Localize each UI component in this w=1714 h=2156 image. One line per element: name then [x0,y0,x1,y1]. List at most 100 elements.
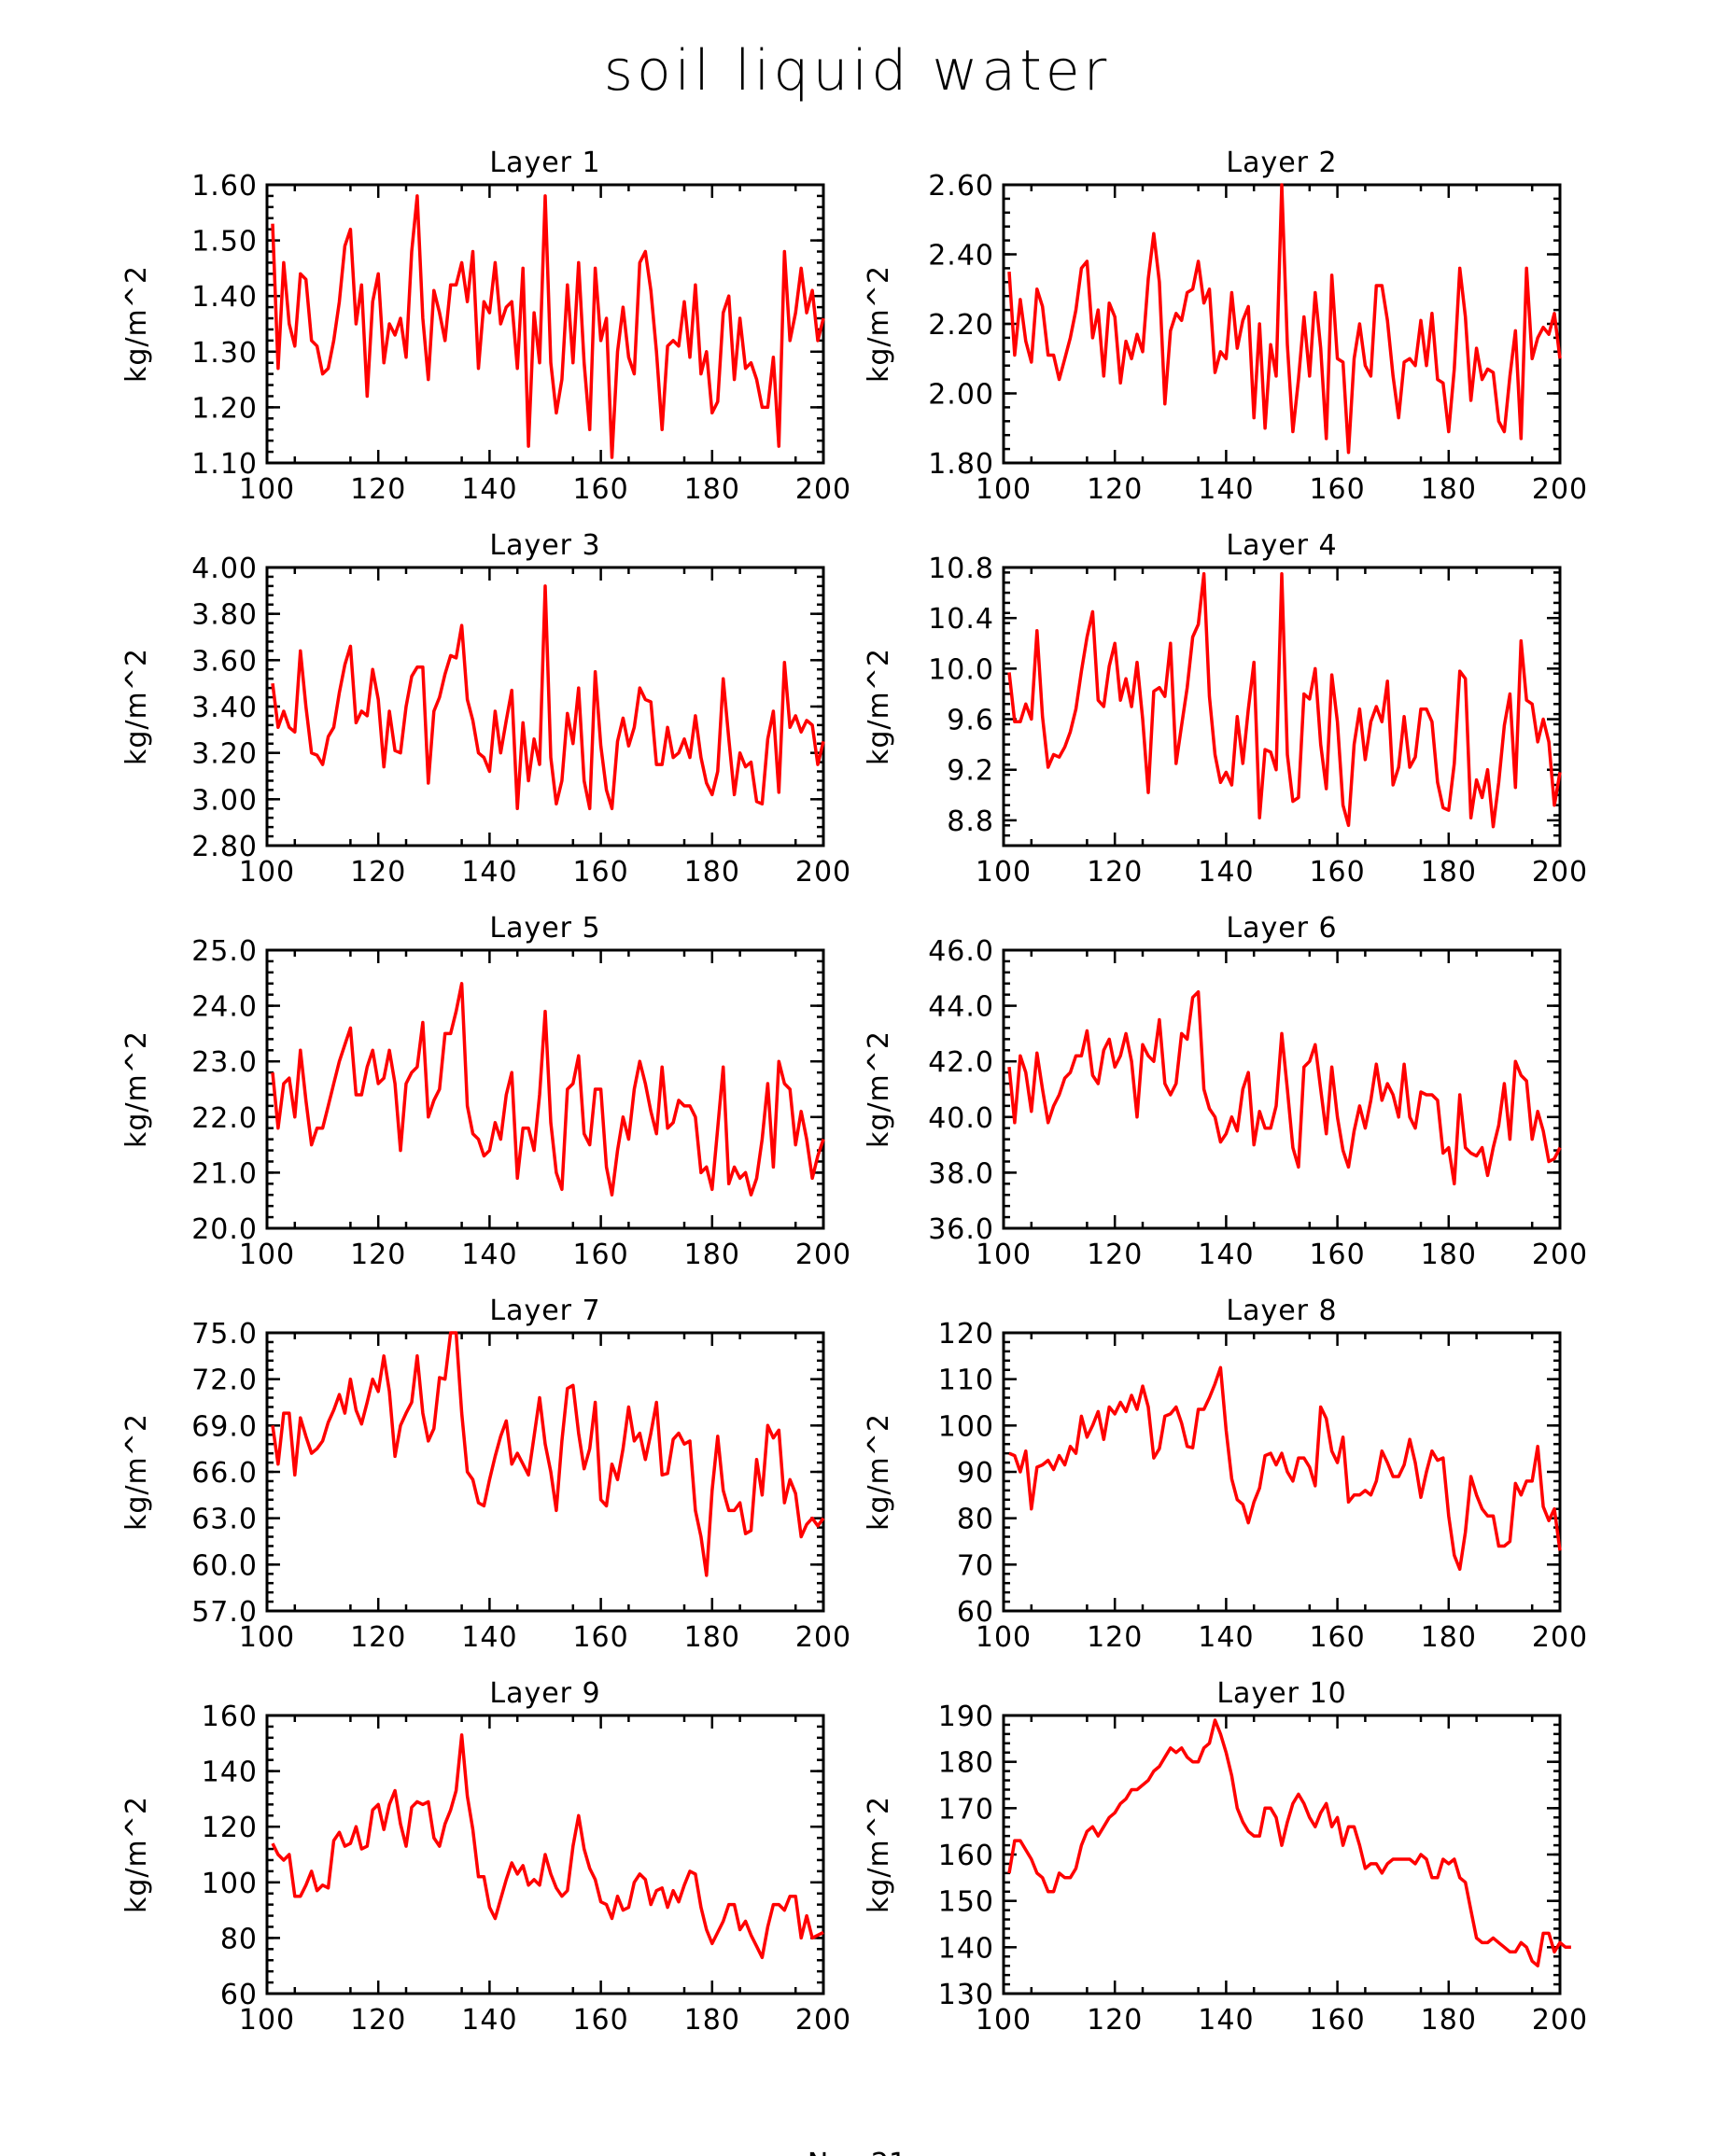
y-tick-label: 3.80 [191,599,258,632]
series-line [271,584,825,811]
x-tick-label: 100 [239,473,295,506]
y-tick-label: 8.8 [947,805,994,838]
y-tick-label: 110 [938,1365,994,1397]
x-tick-label: 120 [1087,473,1143,506]
y-tick-label: 1.30 [191,337,258,370]
x-tick-label: 200 [1532,1239,1588,1271]
x-tick-label: 100 [976,2004,1032,2037]
y-tick-label: 140 [938,1932,994,1965]
panel-layer-2: Layer 2 100 120 140 160 180 200 1.80 2.00 2.20 2.4… [863,147,1587,506]
y-tick-label: 4.00 [191,553,258,585]
y-tick-label: 190 [938,1701,994,1733]
x-tick-label: 180 [684,2004,740,2037]
panel-title: Layer 7 [489,1295,600,1327]
x-tick-label: 160 [572,856,628,889]
y-tick-label: 9.2 [947,755,994,788]
y-tick-label: 80 [957,1504,994,1536]
x-tick-label: 200 [795,2004,851,2037]
y-tick-label: 75.0 [191,1318,258,1351]
plot-frame [265,1714,825,1995]
x-tick-label: 100 [976,856,1032,889]
panel-title: Layer 10 [1216,1677,1346,1710]
x-tick-label: 100 [976,1621,1032,1654]
y-tick-label: 10.0 [928,653,994,686]
series-line [1008,1365,1562,1572]
x-tick-label: 180 [1421,1239,1477,1271]
panel-layer-3: Layer 3 100 120 140 160 180 200 2.80 3.00 3.20 3.4… [120,529,850,889]
y-tick-label: 1.80 [928,448,994,481]
x-tick-label: 120 [1087,1621,1143,1654]
y-tick-label: 69.0 [191,1410,258,1443]
x-tick-label: 120 [350,473,406,506]
y-tick-label: 57.0 [191,1596,258,1629]
x-tick-label: 160 [1309,856,1365,889]
y-tick-label: 130 [938,1979,994,2011]
y-tick-label: 60 [220,1979,258,2011]
y-tick-label: 3.40 [191,692,258,724]
x-tick-label: 160 [572,473,628,506]
x-tick-label: 140 [1198,2004,1254,2037]
y-tick-label: 3.20 [191,738,258,771]
y-tick-label: 2.80 [191,831,258,863]
y-tick-label: 160 [938,1840,994,1872]
panel-layer-1: Layer 1 100 120 140 160 180 200 1.10 1.20 1.30 1.4… [120,147,850,506]
x-tick-label: 180 [1421,2004,1477,2037]
plot-frame [265,1331,825,1613]
y-tick-label: 42.0 [928,1046,994,1079]
y-tick-label: 20.0 [191,1213,258,1246]
x-tick-label: 140 [1198,1239,1254,1271]
y-tick-label: 21.0 [191,1157,258,1190]
x-tick-label: 100 [976,473,1032,506]
x-tick-label: 160 [1309,1621,1365,1654]
y-tick-label: 46.0 [928,935,994,968]
figure-title: soil liquid water [604,38,1111,104]
x-tick-label: 120 [350,1239,406,1271]
y-tick-label: 60.0 [191,1549,258,1582]
panel-title: Layer 1 [489,147,600,179]
y-tick-label: 44.0 [928,991,994,1024]
y-tick-label: 9.6 [947,705,994,737]
y-tick-label: 2.20 [928,309,994,342]
series-line [1007,989,1562,1186]
panel-title: Layer 2 [1226,147,1337,179]
y-tick-label: 1.60 [191,170,258,203]
y-tick-label: 160 [202,1701,258,1733]
y-tick-label: 1.10 [191,448,258,481]
y-tick-label: 25.0 [191,935,258,968]
y-tick-label: 24.0 [191,991,258,1024]
panel-layer-5: Layer 5 100 120 140 160 180 200 20.0 21.0 22.0 23.… [120,912,850,1271]
y-tick-label: 38.0 [928,1157,994,1190]
panel-title: Layer 8 [1226,1295,1337,1327]
y-tick-label: 100 [938,1410,994,1443]
x-tick-label: 100 [976,1239,1032,1271]
series-line [1007,183,1562,455]
x-tick-label: 160 [572,1621,628,1654]
y-axis-label: kg/m^2 [863,265,895,383]
panel-title: Layer 6 [1226,912,1337,945]
x-tick-label: 160 [1309,2004,1365,2037]
x-tick-label: 160 [1309,473,1365,506]
x-tick-label: 160 [1309,1239,1365,1271]
plot-frame [1002,1331,1562,1613]
y-tick-label: 80 [220,1923,258,1955]
x-tick-label: 120 [1087,2004,1143,2037]
x-tick-label: 140 [1198,1621,1254,1654]
y-axis-label: kg/m^2 [120,1030,153,1148]
y-tick-label: 1.40 [191,281,258,314]
series-line [271,1733,824,1960]
x-tick-label: 200 [1532,1621,1588,1654]
x-tick-label: 100 [239,1621,295,1654]
y-tick-label: 36.0 [928,1213,994,1246]
panel-title: Layer 4 [1226,529,1337,562]
y-tick-label: 140 [202,1757,258,1789]
y-axis-label: kg/m^2 [863,1413,895,1531]
x-tick-label: 140 [461,2004,517,2037]
y-axis-label: kg/m^2 [863,1796,895,1913]
y-axis-label: kg/m^2 [120,1796,153,1913]
panel-title: Layer 9 [489,1677,600,1710]
x-tick-label: 120 [350,2004,406,2037]
x-tick-label: 140 [1198,473,1254,506]
y-axis-label: kg/m^2 [120,648,153,765]
x-tick-label: 140 [1198,856,1254,889]
panel-title: Layer 5 [489,912,600,945]
